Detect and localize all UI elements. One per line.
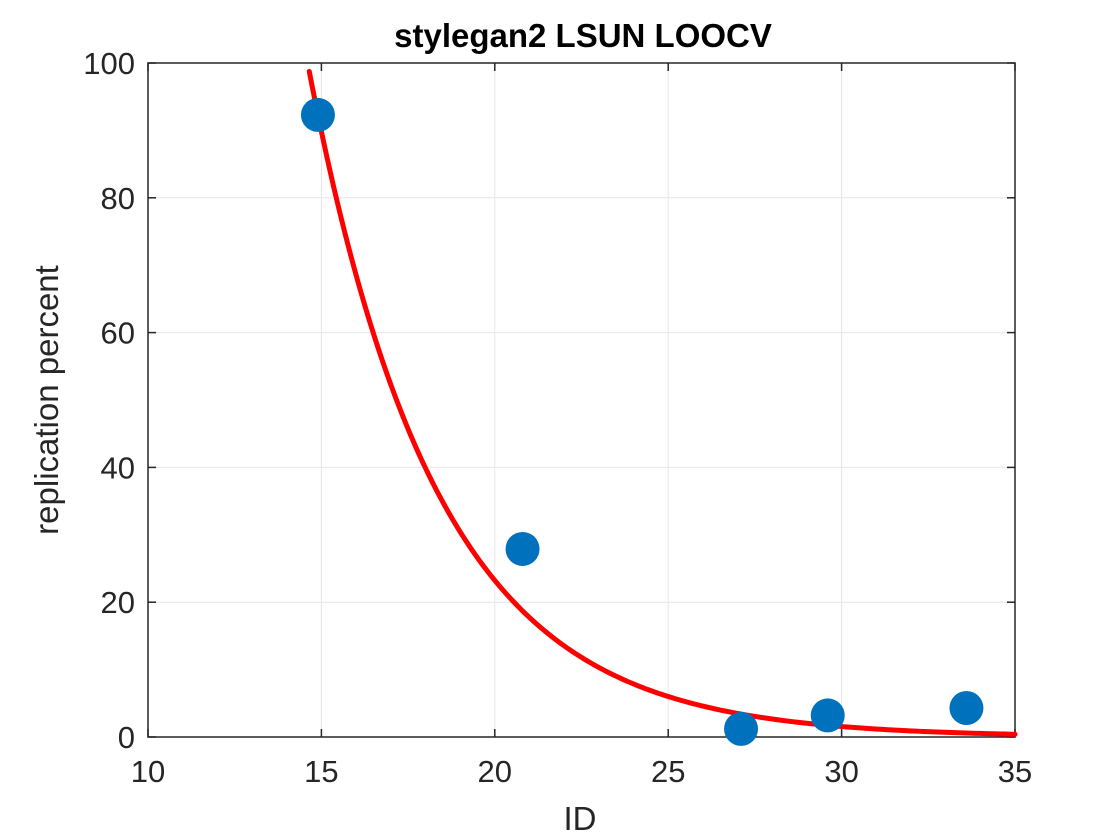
x-tick-label: 20 — [478, 754, 512, 789]
y-tick-label: 100 — [83, 46, 135, 81]
y-tick-label: 40 — [101, 450, 135, 485]
plot-area — [148, 63, 1015, 737]
x-tick-label: 10 — [131, 754, 165, 789]
x-tick-labels: 10 15 20 25 30 35 — [131, 754, 1032, 789]
x-tick-label: 30 — [824, 754, 858, 789]
points-layer — [300, 97, 984, 746]
x-tick-label: 15 — [304, 754, 338, 789]
x-axis-label: ID — [564, 800, 597, 837]
y-tick-label: 80 — [101, 181, 135, 216]
axes-frame — [147, 62, 1016, 738]
y-tick-label: 0 — [118, 720, 135, 755]
grid — [148, 63, 1015, 737]
fit-curve — [306, 68, 1018, 737]
fit-layer — [306, 68, 1018, 737]
x-tick-label: 35 — [998, 754, 1032, 789]
data-point — [300, 97, 335, 132]
data-point — [810, 698, 845, 733]
y-tick-labels: 0 20 40 60 80 100 — [83, 46, 135, 755]
data-point — [724, 711, 759, 746]
x-tick-label: 25 — [651, 754, 685, 789]
data-point — [505, 531, 540, 566]
y-tick-label: 20 — [101, 585, 135, 620]
y-axis-label: replication percent — [28, 265, 65, 535]
y-tick-label: 60 — [101, 316, 135, 351]
axes-box — [147, 62, 1016, 738]
chart-title: stylegan2 LSUN LOOCV — [394, 17, 772, 54]
data-point — [949, 691, 984, 726]
